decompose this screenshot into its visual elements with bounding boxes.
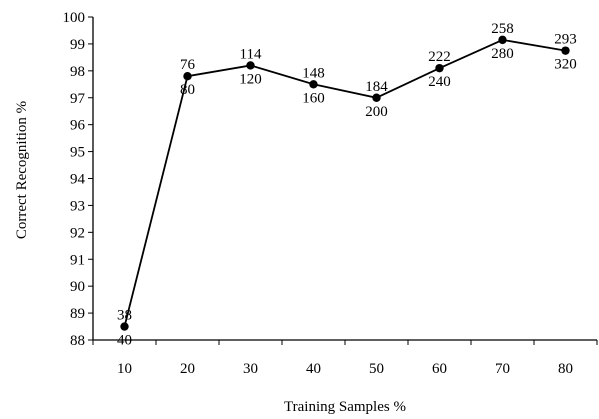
x-tick-label: 10 <box>117 361 132 377</box>
x-tick-label: 70 <box>495 361 510 377</box>
data-label-below: 160 <box>302 90 325 106</box>
data-label-above: 148 <box>302 65 325 81</box>
data-label-above: 114 <box>240 46 262 62</box>
y-tick-label: 93 <box>70 198 85 214</box>
y-axis-title: Correct Recognition % <box>14 101 30 239</box>
data-label-above: 38 <box>117 308 132 324</box>
series-line <box>123 38 566 327</box>
y-tick-label: 92 <box>70 225 85 241</box>
data-label-below: 320 <box>554 57 577 73</box>
y-tick-label: 89 <box>70 306 85 322</box>
data-label-below: 280 <box>491 46 514 62</box>
y-tick-label: 88 <box>70 333 85 349</box>
y-tick-label: 94 <box>70 172 86 188</box>
data-label-below: 120 <box>239 71 262 87</box>
data-label-above: 184 <box>365 79 388 95</box>
x-tick-label: 20 <box>180 361 195 377</box>
data-label-above: 258 <box>491 21 514 37</box>
y-tick-label: 90 <box>70 279 85 295</box>
data-label-below: 200 <box>365 104 388 120</box>
y-tick-label: 91 <box>70 252 85 268</box>
series <box>120 35 570 331</box>
x-axis-title: Training Samples % <box>284 399 406 415</box>
y-axis: 88 89 90 91 92 93 94 95 96 97 98 99 100 <box>63 10 94 349</box>
data-point <box>372 93 381 102</box>
data-point <box>183 72 192 81</box>
y-tick-label: 99 <box>70 37 85 53</box>
data-label-below: 40 <box>117 333 132 349</box>
x-tick-label: 30 <box>243 361 258 377</box>
y-tick-label: 98 <box>70 64 85 80</box>
x-axis: 10 20 30 40 50 60 70 80 <box>92 339 598 377</box>
data-label-above: 293 <box>554 32 577 48</box>
data-point <box>309 80 318 89</box>
y-tick-label: 100 <box>63 10 86 26</box>
y-tick-label: 95 <box>70 145 85 161</box>
data-label-below: 80 <box>180 82 195 98</box>
x-tick-label: 80 <box>558 361 573 377</box>
data-point <box>120 322 129 331</box>
data-point <box>435 63 444 73</box>
data-label-above: 76 <box>180 57 196 73</box>
data-label-below: 240 <box>428 74 451 90</box>
x-tick-label: 40 <box>306 361 321 377</box>
data-labels: 38 40 76 80 114 120 148 160 184 200 222 240 258 280 29… <box>117 21 577 349</box>
data-label-above: 222 <box>428 49 451 65</box>
data-point <box>498 35 507 45</box>
data-point <box>246 61 255 70</box>
x-tick-label: 50 <box>369 361 384 377</box>
x-tick-label: 60 <box>432 361 447 377</box>
y-tick-label: 97 <box>70 91 86 107</box>
data-point <box>561 46 570 55</box>
y-tick-label: 96 <box>70 118 86 134</box>
